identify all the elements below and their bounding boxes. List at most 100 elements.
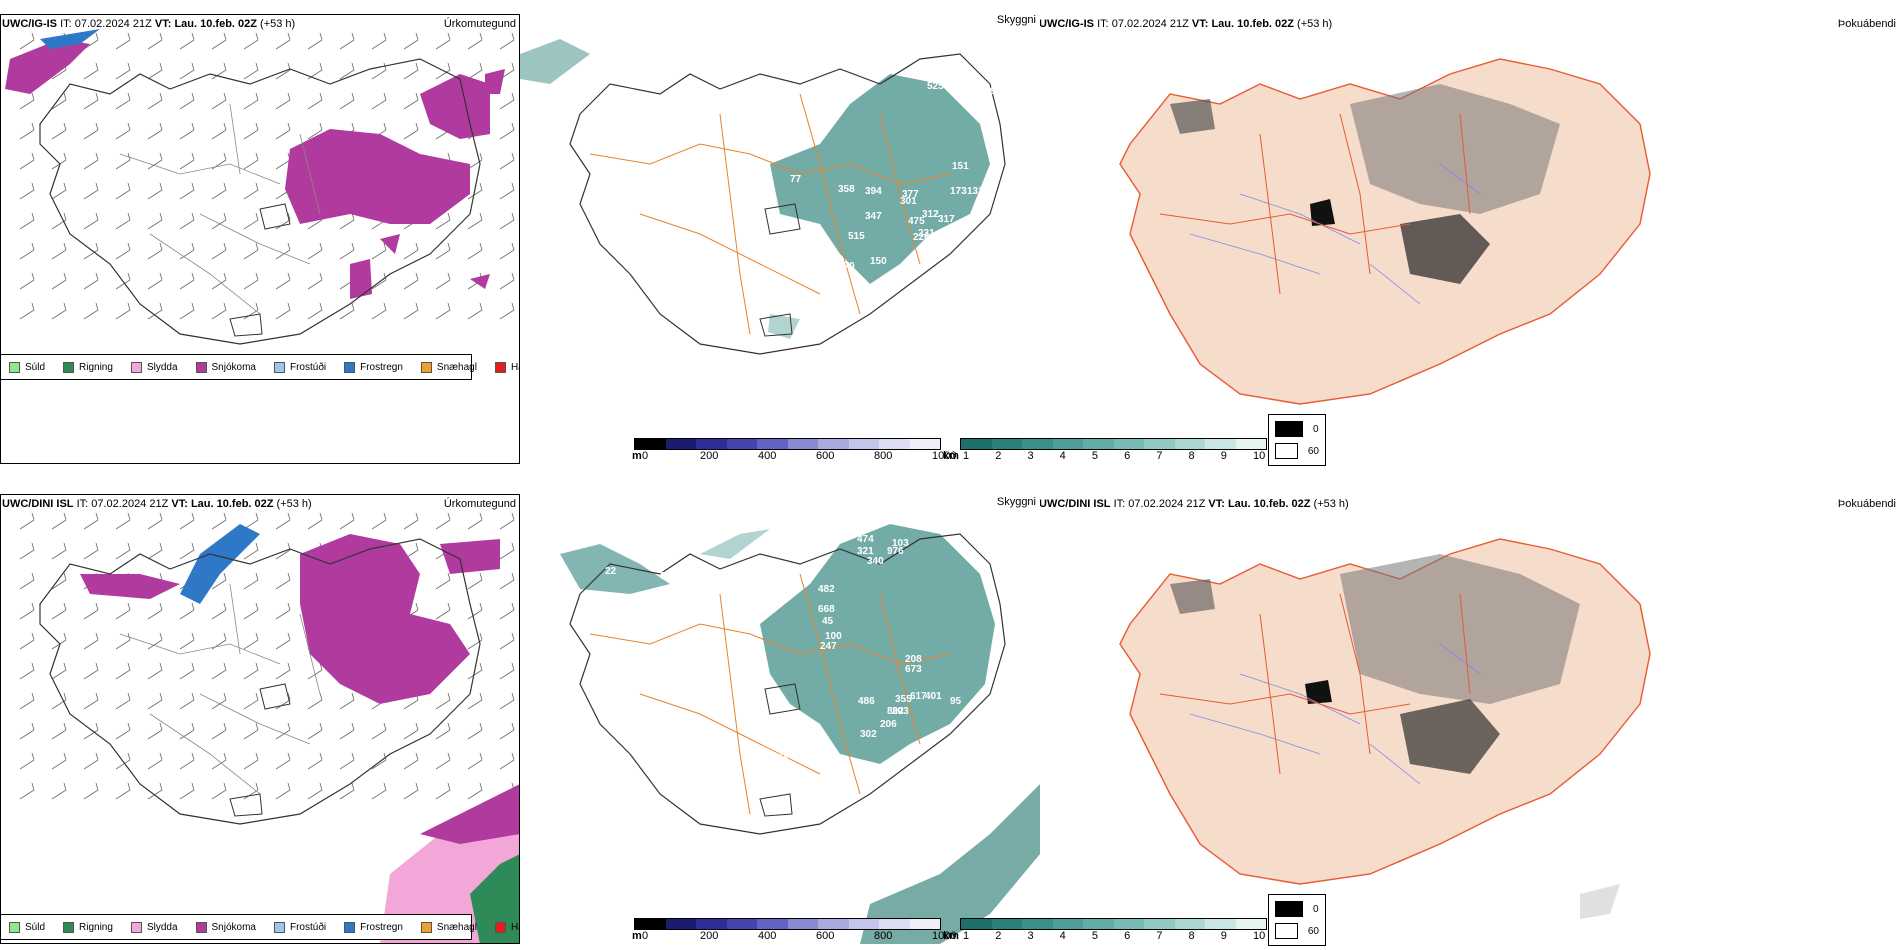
fog-panel-bottom: Þokuábendi UWC/DINI ISL IT: 07.02.2024 2… bbox=[1040, 494, 1900, 944]
precip-type-legend: Súld Rigning Slydda Snjókoma Frostúði Frostre… bbox=[0, 354, 520, 380]
legend-label: Snjókoma bbox=[211, 921, 256, 933]
wind-barb bbox=[435, 722, 451, 740]
cloud-area bbox=[760, 524, 995, 764]
wind-barb bbox=[467, 32, 483, 50]
colorbar-tick: 9 bbox=[1220, 450, 1227, 462]
wind-barb bbox=[499, 32, 515, 50]
wind-barb bbox=[19, 572, 35, 590]
colorbar-segment bbox=[991, 439, 1022, 449]
colorbar-segment bbox=[1205, 919, 1236, 929]
colorbar-tick: 4 bbox=[1059, 930, 1066, 942]
wind-barb bbox=[147, 92, 163, 110]
panel-type-label: Skyggni bbox=[996, 14, 1036, 26]
wind-barb bbox=[499, 602, 515, 620]
cloud-height-value: 103 bbox=[892, 538, 909, 549]
wind-barb bbox=[499, 572, 515, 590]
wind-barb bbox=[211, 572, 227, 590]
cloud-height-value: 131 bbox=[967, 186, 984, 197]
wind-barb bbox=[307, 512, 323, 530]
wind-barb bbox=[499, 512, 515, 530]
colorbar-tick: 8 bbox=[1188, 930, 1195, 942]
wind-barb bbox=[371, 782, 387, 800]
snow-area bbox=[350, 259, 372, 299]
colorbar-tick: 0 bbox=[642, 450, 649, 462]
snow-area bbox=[420, 784, 520, 844]
wind-barb bbox=[19, 632, 35, 650]
legend-label: Snæhagl bbox=[436, 361, 477, 373]
km-colorbar bbox=[960, 918, 1267, 930]
coastline bbox=[39, 58, 481, 345]
wind-barb bbox=[307, 32, 323, 50]
fog-index-map bbox=[1119, 538, 1651, 919]
colorbar-segment bbox=[1052, 439, 1083, 449]
wind-barb bbox=[51, 602, 67, 620]
wind-barb bbox=[83, 752, 99, 770]
cloud-height-value: 301 bbox=[900, 196, 917, 207]
wind-barb bbox=[115, 182, 131, 200]
legend-label: Súld bbox=[25, 921, 46, 933]
wind-barb bbox=[19, 542, 35, 560]
legend-label: Rigning bbox=[79, 361, 113, 373]
legend-item: Haglél bbox=[494, 921, 520, 933]
wind-barb bbox=[499, 542, 515, 560]
wind-barb bbox=[435, 32, 451, 50]
legend-item: Snjókoma bbox=[195, 921, 256, 933]
wind-barb bbox=[275, 722, 291, 740]
wind-barb bbox=[275, 752, 291, 770]
wind-barb bbox=[147, 632, 163, 650]
colorbar-segment bbox=[1083, 919, 1114, 929]
colorbar-tick: 7 bbox=[1156, 450, 1163, 462]
cloud-height-value: 474 bbox=[857, 534, 874, 545]
road-network bbox=[1159, 593, 1471, 775]
cloud-height-value: 130 bbox=[778, 243, 795, 254]
colorbar-segment bbox=[818, 919, 849, 929]
wind-barb bbox=[115, 752, 131, 770]
wind-barb bbox=[403, 242, 419, 260]
cloud-height-value: 482 bbox=[818, 584, 835, 595]
colorbar-unit: km bbox=[943, 450, 959, 462]
cloud-height-value: 486 bbox=[858, 696, 875, 707]
wind-barb bbox=[275, 92, 291, 110]
colorbar-tick: 3 bbox=[1027, 450, 1034, 462]
wind-barb bbox=[19, 512, 35, 530]
colorbar-segment bbox=[909, 439, 940, 449]
wind-barb bbox=[51, 122, 67, 140]
wind-barb bbox=[307, 272, 323, 290]
wind-barb bbox=[115, 212, 131, 230]
wind-barb bbox=[83, 302, 99, 320]
colorbar-tick: 1 bbox=[963, 930, 970, 942]
wind-barb bbox=[403, 722, 419, 740]
wind-barb bbox=[211, 602, 227, 620]
wind-barb bbox=[403, 32, 419, 50]
fog-area bbox=[1580, 884, 1620, 919]
cloud-panel-top: 77 358 394 347 515 130 370 150 336 213 525 377 301 47… bbox=[520, 14, 1040, 464]
wind-barb bbox=[51, 302, 67, 320]
wind-barb bbox=[275, 272, 291, 290]
colorbar-segment bbox=[696, 439, 727, 449]
wind-barb bbox=[19, 152, 35, 170]
colorbar-segment bbox=[1174, 439, 1205, 449]
colorbar-tick: 10 bbox=[1253, 930, 1266, 942]
wind-barb bbox=[371, 512, 387, 530]
legend-swatch bbox=[130, 921, 142, 933]
cloud-area bbox=[560, 544, 670, 594]
wind-barb bbox=[339, 782, 355, 800]
wind-barb bbox=[275, 782, 291, 800]
legend-swatch bbox=[494, 361, 506, 373]
wind-barb bbox=[115, 662, 131, 680]
snow-area bbox=[420, 74, 490, 139]
wind-barb bbox=[147, 122, 163, 140]
wind-barb bbox=[115, 32, 131, 50]
cloud-height-value: 668 bbox=[818, 604, 835, 615]
wind-barb bbox=[147, 662, 163, 680]
colorbar-tick: 200 bbox=[700, 930, 719, 942]
wind-barb bbox=[275, 602, 291, 620]
colorbar-segment bbox=[787, 439, 818, 449]
cloud-height-value: 77 bbox=[790, 174, 802, 185]
wind-barb bbox=[243, 782, 259, 800]
wind-barb bbox=[19, 602, 35, 620]
wind-barb bbox=[19, 92, 35, 110]
legend-item: Slydda bbox=[130, 921, 178, 933]
wind-barb bbox=[51, 182, 67, 200]
wind-barb bbox=[275, 212, 291, 230]
